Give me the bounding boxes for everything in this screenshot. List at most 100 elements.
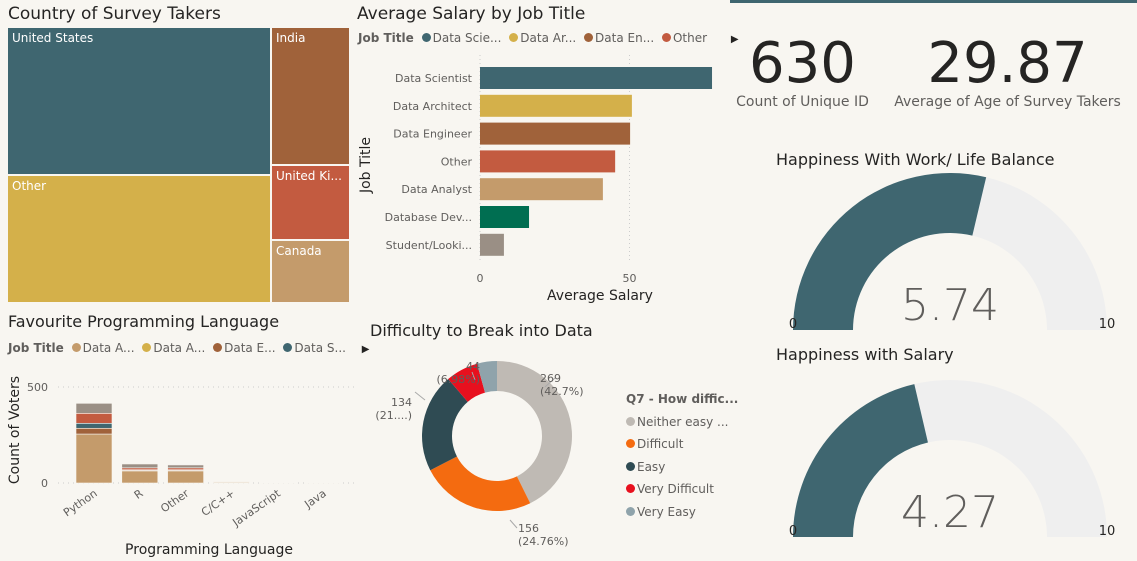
x-axis-title: Average Salary [547, 288, 653, 304]
y-tick-label: Data Analyst [401, 183, 472, 196]
x-tick-label: 0 [477, 272, 484, 285]
treemap-cell-canada[interactable]: Canada [271, 240, 350, 303]
y-tick-label: Data Scientist [395, 72, 473, 85]
legend-item[interactable]: Data E... [209, 341, 276, 355]
kpi-value: 630 [749, 31, 856, 96]
y-tick-label: Data Engineer [393, 128, 472, 141]
legend-title: Job Title [8, 341, 64, 355]
legend-dot-icon [626, 439, 635, 448]
x-tick-label: Java [301, 487, 328, 512]
leader-line [471, 371, 476, 381]
salary-bar[interactable] [480, 150, 616, 173]
salary-bar[interactable] [480, 206, 530, 228]
donut-slice-very-easy[interactable] [477, 361, 497, 393]
donut-slice-very-difficult[interactable] [448, 363, 486, 402]
country-treemap: United States India Other United Ki... C… [7, 27, 350, 303]
kpi-card-age: 29.87 Average of Age of Survey Takers [885, 31, 1130, 111]
gauge-title: Happiness with Salary [776, 345, 954, 364]
legend-dot-icon [213, 343, 223, 352]
legend-item[interactable]: Data En... [580, 31, 654, 45]
x-tick-label: Other [158, 487, 191, 516]
legend-item[interactable]: Data A... [68, 341, 135, 355]
data-label-count: 44 [466, 360, 480, 373]
legend-item[interactable]: Data S... [279, 341, 346, 355]
data-label-count: 156 [518, 522, 539, 535]
gauge-fill [793, 172, 987, 330]
lang-bar-segment[interactable] [75, 427, 113, 435]
gauge-min-label: 0 [789, 524, 797, 539]
data-label-pct: (6.98%) [436, 373, 480, 386]
legend-dot-icon [421, 33, 431, 42]
gauge-min-label: 0 [789, 317, 797, 332]
gauge-value: 4.27 [901, 487, 999, 538]
treemap-cell-india[interactable]: India [271, 27, 350, 165]
x-tick-label: JavaScript [229, 486, 283, 529]
y-tick-label: Data Architect [393, 100, 473, 113]
salary-bar[interactable] [480, 233, 504, 256]
legend-item[interactable]: Neither easy ... [626, 411, 738, 434]
legend-item[interactable]: Data A... [138, 341, 205, 355]
y-axis-title: Count of Voters [7, 376, 23, 484]
kpi-value: 29.87 [927, 31, 1088, 96]
donut-slice-easy[interactable] [422, 379, 468, 471]
legend-next-arrow-icon[interactable]: ▶ [361, 344, 370, 355]
lang-bar-segment[interactable] [121, 470, 159, 484]
y-tick-label: Student/Looki... [386, 239, 472, 252]
data-label-count: 134 [391, 396, 412, 409]
legend-dot-icon [626, 416, 635, 426]
treemap-cell-other[interactable]: Other [7, 175, 271, 303]
x-tick-label: Python [61, 487, 100, 520]
difficulty-donut-chart: 269(42.7%) 156(24.76%) 134(21....) 44(6.98%… [375, 360, 584, 548]
legend-dot-icon [71, 343, 81, 352]
lang-chart-title: Favourite Programming Language [8, 312, 280, 331]
salary-bar[interactable] [480, 67, 713, 89]
lang-legend: Job Title Data A... Data A... Data E... … [8, 341, 369, 355]
treemap-title: Country of Survey Takers [8, 4, 221, 24]
gauge-max-label: 10 [1099, 317, 1116, 332]
gauge-max-label: 10 [1099, 524, 1116, 539]
lang-bar-segment[interactable] [75, 422, 113, 429]
lang-bar-segment[interactable] [167, 470, 204, 484]
x-tick-label: 50 [623, 272, 637, 285]
y-tick-label: Other [441, 155, 473, 168]
legend-next-arrow-icon[interactable]: ▶ [730, 34, 739, 45]
salary-happiness-gauge: 4.27 0 10 [789, 380, 1116, 539]
leader-line [414, 391, 426, 401]
data-label-pct: (21....) [375, 409, 412, 422]
lang-bar-segment[interactable] [75, 403, 113, 414]
header-accent [730, 0, 1137, 3]
legend-dot-icon [142, 343, 152, 352]
legend-dot-icon [509, 33, 519, 42]
donut-slice-difficult[interactable] [430, 456, 531, 511]
legend-dot-icon [626, 461, 635, 471]
y-axis-title: Job Title [358, 137, 374, 194]
salary-bar-chart: Data Scientist Data Architect Data Enginee… [358, 55, 713, 304]
legend-item[interactable]: Data Scie... [418, 31, 501, 45]
y-tick-label: Database Dev... [385, 211, 472, 224]
legend-item[interactable]: Other [658, 31, 707, 45]
salary-legend: Job Title Data Scie... Data Ar... Data E… [358, 31, 739, 45]
treemap-cell-united-states[interactable]: United States [7, 27, 271, 175]
legend-item[interactable]: Very Easy [626, 501, 738, 524]
treemap-cell-united-kingdom[interactable]: United Ki... [271, 165, 350, 240]
lang-bar-segment[interactable] [167, 464, 204, 469]
salary-bar[interactable] [480, 122, 631, 145]
legend-item[interactable]: Data Ar... [505, 31, 576, 45]
legend-item[interactable]: Difficult [626, 433, 738, 456]
donut-legend: Q7 - How diffic... Neither easy ... Diff… [626, 388, 738, 523]
legend-dot-icon [626, 506, 635, 516]
lang-bar-segment[interactable] [75, 433, 113, 484]
data-label-pct: (42.7%) [540, 385, 584, 398]
legend-item[interactable]: Easy [626, 456, 738, 479]
kpi-card-count: 630 Count of Unique ID [730, 31, 875, 111]
lang-bar-segment[interactable] [121, 463, 159, 469]
legend-item[interactable]: Very Difficult [626, 478, 738, 501]
work-life-gauge: 5.74 0 10 [789, 172, 1116, 332]
x-tick-label: C/C++ [199, 487, 237, 519]
legend-dot-icon [584, 33, 594, 42]
gauge-title: Happiness With Work/ Life Balance [776, 150, 1055, 169]
lang-bar-segment[interactable] [75, 413, 113, 424]
donut-slice-neither[interactable] [497, 361, 572, 504]
salary-bar[interactable] [480, 178, 603, 201]
salary-bar[interactable] [480, 94, 632, 117]
